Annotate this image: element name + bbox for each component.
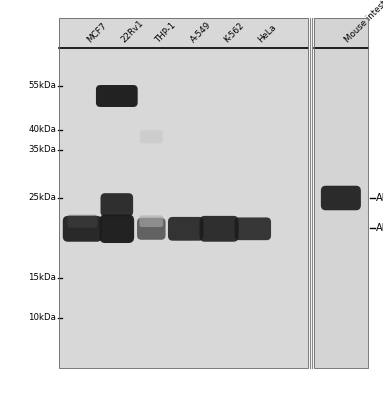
FancyBboxPatch shape <box>96 85 138 107</box>
Text: THP-1: THP-1 <box>154 20 178 44</box>
FancyBboxPatch shape <box>140 130 163 143</box>
FancyBboxPatch shape <box>63 216 102 242</box>
FancyBboxPatch shape <box>321 186 361 210</box>
FancyBboxPatch shape <box>168 217 203 241</box>
FancyBboxPatch shape <box>67 215 97 228</box>
Text: 22Rv1: 22Rv1 <box>120 18 146 44</box>
Bar <box>314 18 368 368</box>
Text: 40kDa: 40kDa <box>28 126 56 134</box>
Text: 10kDa: 10kDa <box>28 314 56 322</box>
Text: K-562: K-562 <box>222 20 246 44</box>
Text: A-549: A-549 <box>189 20 213 44</box>
FancyBboxPatch shape <box>100 214 134 243</box>
FancyBboxPatch shape <box>100 193 133 216</box>
FancyBboxPatch shape <box>139 215 163 227</box>
Text: MCF7: MCF7 <box>85 21 109 44</box>
Text: 35kDa: 35kDa <box>28 146 56 154</box>
Text: 25kDa: 25kDa <box>28 194 56 202</box>
Text: APRT: APRT <box>376 223 383 233</box>
Text: HeLa: HeLa <box>256 22 278 44</box>
FancyBboxPatch shape <box>200 216 239 242</box>
Bar <box>314 18 368 368</box>
Text: Mouse intestine: Mouse intestine <box>343 0 383 44</box>
Text: 55kDa: 55kDa <box>28 82 56 90</box>
Bar <box>59 18 308 368</box>
FancyBboxPatch shape <box>137 218 165 240</box>
Bar <box>59 18 308 368</box>
Text: APRT: APRT <box>376 193 383 203</box>
Text: 15kDa: 15kDa <box>28 274 56 282</box>
FancyBboxPatch shape <box>234 218 271 240</box>
